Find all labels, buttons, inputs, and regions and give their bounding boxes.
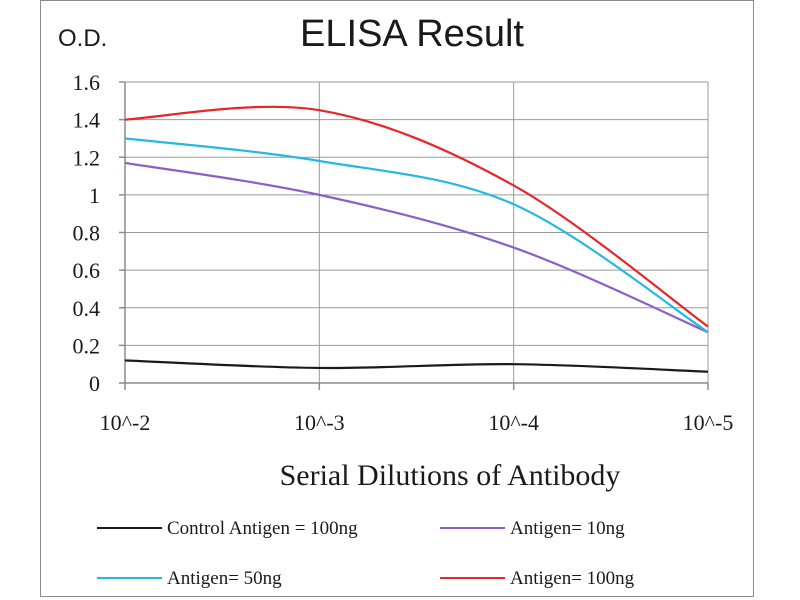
series-line-2 bbox=[124, 137, 709, 334]
x-tick-label: 10^-4 bbox=[488, 410, 539, 435]
legend-label: Antigen= 100ng bbox=[510, 568, 635, 589]
legend: Control Antigen = 100ng Antigen= 10ng Anti… bbox=[97, 518, 635, 589]
y-tick-label: 0.2 bbox=[73, 333, 101, 358]
x-axis-label: Serial Dilutions of Antibody bbox=[280, 459, 621, 492]
y-tick-label: 1.4 bbox=[73, 108, 101, 133]
y-tick-label: 0.8 bbox=[73, 221, 101, 246]
legend-label: Control Antigen = 100ng bbox=[167, 518, 358, 539]
axes bbox=[119, 81, 709, 390]
series-lines bbox=[124, 105, 709, 373]
y-tick-label: 0.4 bbox=[73, 296, 101, 321]
y-tick-label: 1.6 bbox=[73, 70, 101, 95]
y-tick-label: 1 bbox=[89, 183, 100, 208]
y-tick-label: 0.6 bbox=[73, 258, 101, 283]
series-line-3 bbox=[124, 105, 709, 328]
y-tick-label: 0 bbox=[89, 371, 100, 396]
legend-label: Antigen= 50ng bbox=[167, 568, 282, 589]
y-tick-labels: 0 0.2 0.4 0.6 0.8 1 1.2 1.4 1.6 bbox=[73, 70, 101, 396]
series-line-1 bbox=[124, 161, 709, 334]
y-axis-label: O.D. bbox=[58, 25, 107, 52]
x-tick-labels: 10^-2 10^-3 10^-4 10^-5 bbox=[100, 410, 734, 435]
x-tick-label: 10^-3 bbox=[294, 410, 345, 435]
x-tick-label: 10^-2 bbox=[100, 410, 151, 435]
legend-label: Antigen= 10ng bbox=[510, 518, 625, 539]
series-line-0 bbox=[124, 359, 709, 373]
y-tick-label: 1.2 bbox=[73, 145, 101, 170]
x-tick-label: 10^-5 bbox=[683, 410, 734, 435]
chart-title: ELISA Result bbox=[300, 13, 524, 55]
grid bbox=[125, 81, 709, 383]
